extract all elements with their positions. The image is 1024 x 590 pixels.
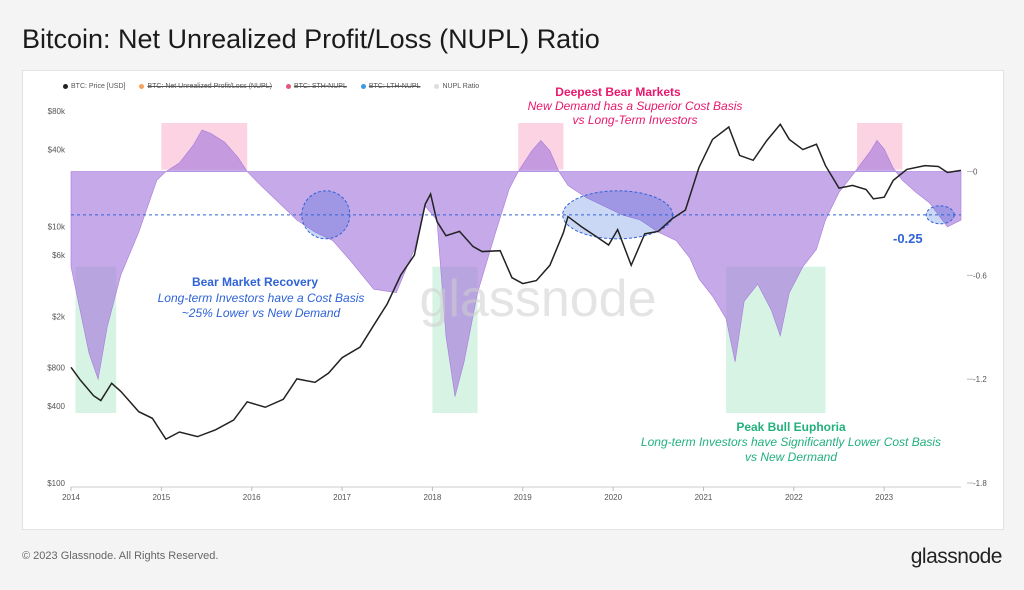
level-label: -0.25: [893, 231, 923, 246]
glassnode-logo: glassnode: [910, 545, 1003, 568]
nupl-ratio-area: [70, 129, 962, 397]
highlight-ellipse: [562, 190, 674, 240]
x-tick-label: 2016: [243, 493, 261, 502]
y-left-tick-label: $6k: [52, 251, 66, 260]
nupl-chart: glassnode $80k$40k$10k$6k$2k$800$400$100…: [47, 85, 987, 502]
legend-swatch: [360, 84, 366, 89]
bear-title: Deepest Bear Markets: [555, 85, 681, 99]
highlight-ellipse: [301, 190, 351, 240]
x-tick-label: 2022: [785, 493, 803, 502]
y-right-tick-label: -0.6: [973, 271, 987, 280]
y-right-tick-label: -1.8: [973, 479, 987, 488]
y-left-tick-label: $800: [47, 363, 65, 372]
btc-price-line: [70, 123, 962, 441]
x-tick-label: 2019: [514, 493, 532, 502]
x-tick-label: 2021: [695, 493, 713, 502]
bull-title: Peak Bull Euphoria: [736, 420, 846, 434]
legend-item-2[interactable]: BTC: STH-NUPL: [285, 83, 347, 90]
bear-text-2: vs Long-Term Investors: [573, 113, 698, 127]
legend-item-3[interactable]: BTC: LTH-NUPL: [360, 83, 421, 90]
recovery-text-2: ~25% Lower vs New Demand: [182, 306, 341, 320]
legend-swatch: [434, 84, 440, 89]
bear-text-1: New Demand has a Superior Cost Basis: [528, 99, 743, 113]
bull-text-2: vs New Dermand: [745, 450, 837, 464]
legend-swatch: [285, 84, 291, 89]
recovery-title: Bear Market Recovery: [192, 275, 318, 289]
legend-label: BTC: STH-NUPL: [293, 83, 347, 90]
recovery-text-1: Long-term Investors have a Cost Basis: [158, 291, 365, 305]
y-left-tick-label: $10k: [48, 223, 66, 232]
y-left-tick-label: $100: [47, 479, 65, 488]
copyright-footer: © 2023 Glassnode. All Rights Reserved.: [22, 550, 219, 562]
legend-swatch: [139, 84, 145, 89]
legend-item-1[interactable]: BTC: Net Unrealized Profit/Loss (NUPL): [139, 83, 272, 90]
y-right-tick-label: -1.2: [973, 375, 987, 384]
chart-legend: BTC: Price [USD] BTC: Net Unrealized Prof…: [63, 83, 479, 90]
legend-item-0[interactable]: BTC: Price [USD]: [63, 83, 125, 90]
legend-swatch: [63, 84, 68, 89]
chart-card: BTC: Price [USD] BTC: Net Unrealized Prof…: [22, 70, 1004, 530]
y-right-tick-label: 0: [973, 168, 978, 177]
x-tick-label: 2020: [604, 493, 622, 502]
y-left-tick-label: $80k: [48, 107, 66, 116]
y-left-tick-label: $2k: [52, 312, 66, 321]
x-tick-label: 2014: [62, 493, 80, 502]
bull-text-1: Long-term Investors have Significantly L…: [641, 435, 941, 449]
legend-item-4[interactable]: NUPL Ratio: [434, 83, 479, 90]
highlight-ellipse: [925, 205, 955, 225]
page-title: Bitcoin: Net Unrealized Profit/Loss (NUP…: [22, 24, 600, 54]
x-tick-label: 2015: [152, 493, 170, 502]
legend-label: NUPL Ratio: [442, 83, 480, 90]
legend-label: BTC: LTH-NUPL: [368, 83, 421, 90]
legend-label: BTC: Price [USD]: [71, 83, 126, 90]
x-tick-label: 2018: [424, 493, 442, 502]
legend-label: BTC: Net Unrealized Profit/Loss (NUPL): [147, 83, 272, 90]
y-left-tick-label: $400: [47, 402, 65, 411]
x-tick-label: 2017: [333, 493, 351, 502]
x-tick-label: 2023: [875, 493, 893, 502]
y-left-tick-label: $40k: [48, 146, 66, 155]
